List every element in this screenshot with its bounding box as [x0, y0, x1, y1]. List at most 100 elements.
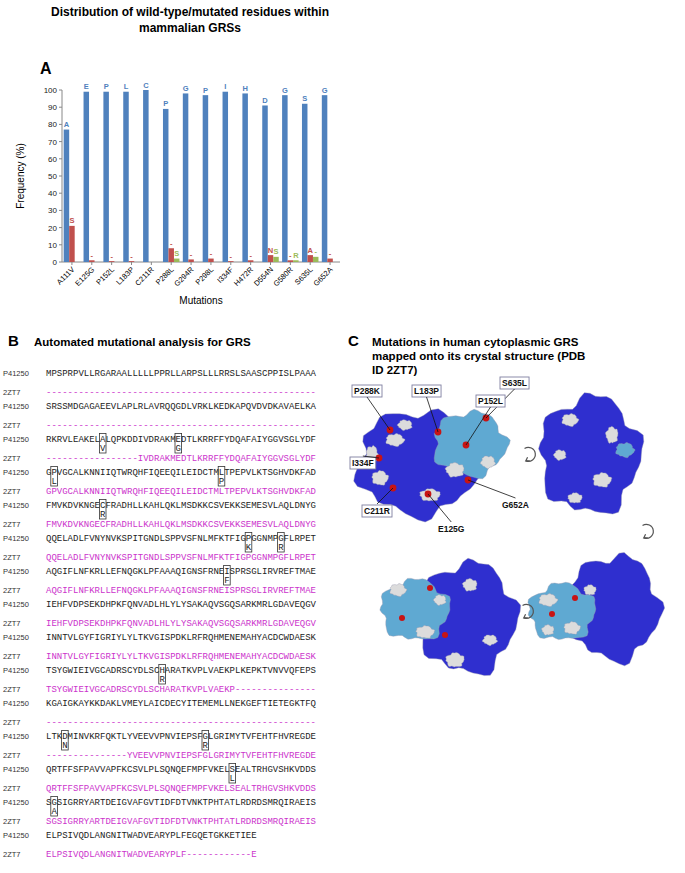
alignment-block: P41250LTKDMINVKRFQKTLYVEEVVPNVIEPSFGLGRI…	[3, 731, 316, 762]
mutation-box	[202, 731, 209, 751]
y-tick-label: 60	[48, 155, 57, 164]
structure-domain	[616, 443, 635, 458]
surface-patch	[480, 456, 495, 469]
leader-line	[466, 407, 491, 445]
leader-line	[468, 480, 515, 498]
bar-letter: -	[110, 252, 113, 261]
leader-line	[367, 397, 390, 430]
y-tick	[59, 90, 62, 91]
label-box	[352, 385, 382, 397]
surface-patch	[386, 434, 405, 447]
rotation-arrow	[525, 447, 536, 461]
bar	[174, 259, 180, 262]
mutant-residue: R	[278, 543, 284, 553]
sequence-id: P41250	[3, 666, 29, 675]
panel-c: CMutations in human cytoplasmic GRSmappe…	[348, 332, 665, 676]
sequence-id: P41250	[3, 402, 29, 411]
surface-patch	[482, 635, 497, 646]
bar	[188, 259, 194, 262]
x-tick	[171, 262, 172, 265]
bar-letter: H	[242, 84, 247, 93]
alignment-block: P41250GPVGCALKNNIIQTWRQHFIQEEQILEIDCTMLT…	[3, 467, 316, 498]
sequence: INNTVLGYFIGRIYLYLTKVGISPDKLRFRQHMENEMAHY…	[46, 652, 317, 662]
bar	[208, 259, 214, 262]
bar-letter: S	[69, 216, 74, 225]
bar	[129, 261, 135, 262]
bar	[313, 257, 319, 262]
x-tick-label: P288L	[154, 265, 176, 287]
panel-letter: C	[348, 332, 359, 349]
leader-line	[377, 488, 393, 504]
sequence-id: 2ZT7	[3, 619, 21, 628]
surface-patch	[562, 414, 579, 427]
x-tick-label: E125G	[73, 265, 96, 288]
alignment-block: P41250SRSSMDGAGAEEVLAPLRLAVRQQGDLVRKLKED…	[3, 402, 317, 431]
x-axis-label: Mutations	[179, 295, 222, 306]
bar	[273, 257, 279, 262]
mutation-labels: P288KL183PS635LP152LI334FC211RE125GG652A	[350, 377, 529, 534]
bar	[168, 248, 174, 262]
sequence: ----------------------------------------…	[46, 718, 316, 728]
surface-patch	[390, 584, 407, 597]
sequence: SGSIGRRYARTDEIGVAFGVTIDFDTVNKTPHTATLRDRD…	[46, 817, 316, 827]
panel-letter: B	[8, 332, 19, 349]
bar-letter: -	[170, 239, 173, 248]
mutation-box	[218, 467, 225, 487]
page: GRS figure html,body{margin:0;padding:0;…	[0, 0, 685, 873]
bar	[282, 95, 288, 262]
sequence: AQGIFLNFKRLLEFNQGKLPFAAAQIGNSFRNEISPRSGL…	[46, 586, 316, 596]
x-tick	[330, 262, 331, 265]
alignment-block: P41250 TSYGWIEIVGCADRSCYDLSCHARATKVPLVAEK…	[3, 665, 316, 696]
panel-b: B Automated mutational analysis for GRS P4…	[3, 332, 317, 860]
sequence: GPVGCALKNNIIQTWRQHFIQEEQILEIDCTMLTPEPVLK…	[46, 487, 316, 497]
mutant-residue: F	[224, 576, 229, 586]
mutation-label: I334F	[352, 458, 374, 468]
y-tick	[59, 227, 62, 228]
bar	[228, 261, 234, 262]
bar-letter: A	[308, 246, 314, 255]
sequence-id: P41250	[3, 831, 29, 840]
sequence-id: P41250	[3, 600, 29, 609]
bar-letter: -	[289, 251, 292, 260]
sequence: TSYGWIEIVGCADRSCYDLSCHARATKVPLVAEKP-----…	[46, 685, 316, 695]
bar-letter: S	[302, 94, 307, 103]
bar-letter: P	[163, 99, 168, 108]
x-tick-label: S635L	[293, 265, 315, 287]
x-tick	[210, 262, 211, 265]
bar-letter: P	[203, 86, 208, 95]
surface-patch	[462, 579, 477, 592]
bar	[242, 93, 248, 262]
y-axis-label: Frequency (%)	[15, 143, 26, 209]
sequence-id: P41250	[3, 435, 29, 444]
alignment-block: P41250ELPSIVQDLANGNITWADVEARYPLFEGQETGKK…	[3, 831, 257, 860]
sequence-id: P41250	[3, 765, 29, 774]
bar-letter: -	[230, 252, 233, 261]
structure-domain	[434, 409, 510, 478]
x-tick	[270, 262, 271, 265]
figure: ADistribution of wild-type/mutated resid…	[0, 0, 685, 873]
bar-letter: -	[249, 251, 252, 260]
y-tick	[59, 124, 62, 125]
y-tick	[59, 210, 62, 211]
bar	[248, 260, 254, 262]
sequence-id: P41250	[3, 567, 29, 576]
mutation-box	[51, 797, 58, 817]
x-tick	[91, 262, 92, 265]
y-tick-label: 90	[48, 103, 57, 112]
bar-letter: S	[174, 249, 179, 258]
label-box	[350, 457, 376, 469]
mutant-residue: L	[230, 774, 235, 784]
surface-patch	[445, 463, 464, 478]
mutation-box	[99, 500, 106, 520]
surface-patch	[372, 471, 389, 486]
bar-letter: A	[64, 120, 70, 129]
x-tick-label: G580R	[272, 265, 296, 289]
mutation-box	[175, 434, 182, 454]
alignment-block: P41250MPSPRPVLLRGARAALLLLLPPRLLARPSLLLRR…	[3, 369, 317, 398]
mutation-box	[229, 764, 236, 784]
label-box	[500, 377, 529, 389]
bars	[64, 90, 333, 262]
sequence: IEHFVDPSEKDHPKFQNVADLHLYLYSAKAQVSGQSARKM…	[46, 619, 317, 629]
surface-patch	[420, 489, 441, 501]
panel-title: Automated mutational analysis for GRS	[34, 336, 251, 348]
